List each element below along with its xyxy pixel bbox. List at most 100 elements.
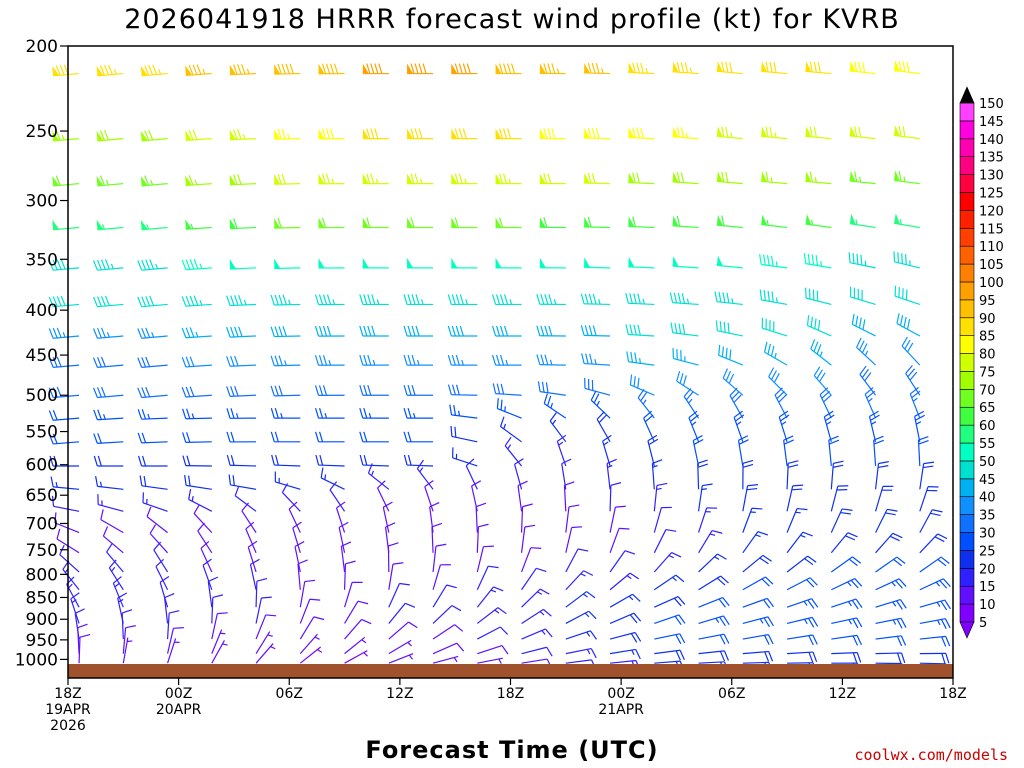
colorbar-label: 65 (979, 401, 996, 416)
wind-barb (761, 214, 788, 229)
barb-pennant (761, 61, 768, 72)
barb-flag (371, 294, 376, 305)
wind-barb (917, 435, 929, 467)
barb-flag (449, 404, 453, 415)
barb-staff (495, 392, 522, 396)
time-tick-label: 20APR (156, 702, 202, 718)
barb-pennant (407, 173, 414, 184)
barb-flag (304, 579, 316, 583)
barb-flag (141, 408, 147, 420)
barb-staff (97, 183, 124, 187)
barb-flag (675, 574, 685, 583)
barb-flag (230, 408, 235, 419)
wind-barb (565, 548, 589, 573)
barb-staff (786, 485, 794, 512)
barb-staff (521, 588, 541, 608)
barb-flag (502, 173, 508, 184)
barb-pennant (407, 63, 414, 74)
barb-flag (499, 294, 505, 305)
barb-flag (637, 293, 641, 304)
barb-flag (680, 172, 685, 183)
barb-staff (451, 435, 478, 443)
wind-barb (211, 594, 224, 624)
wind-barb (718, 344, 744, 366)
barb-flag (746, 487, 758, 491)
wind-barb (647, 434, 659, 467)
barb-staff (831, 617, 857, 625)
wind-barb (226, 326, 257, 338)
barb-flag (503, 294, 509, 305)
barb-flag (809, 171, 813, 183)
barb-flag (606, 458, 617, 465)
barb-staff (761, 135, 788, 140)
barb-pennant (318, 217, 325, 228)
barb-flag (493, 586, 504, 592)
barb-flag (188, 129, 194, 141)
colorbar-label: 145 (979, 115, 1004, 130)
wind-barb (314, 294, 345, 306)
barb-pennant (407, 257, 414, 268)
wind-barb (226, 294, 257, 307)
barb-flag (593, 393, 600, 404)
barb-flag (185, 295, 191, 307)
wind-barb (521, 588, 550, 608)
barb-flag (429, 502, 440, 508)
barb-flag (52, 387, 58, 398)
barb-flag (731, 391, 740, 400)
barb-staff (274, 303, 301, 306)
barb-half-flag (371, 470, 375, 476)
barb-flag (383, 501, 393, 508)
barb-staff (344, 600, 359, 624)
barb-flag (714, 291, 718, 302)
barb-flag (97, 433, 102, 444)
colorbar-label: 55 (979, 437, 996, 452)
barb-flag (940, 600, 948, 611)
barb-flag (807, 253, 811, 265)
wind-barb (698, 633, 730, 645)
barb-pennant (318, 128, 325, 139)
colorbar-label: 115 (979, 222, 1004, 237)
wind-barb (48, 356, 80, 368)
wind-barb (362, 217, 389, 229)
barb-flag (543, 217, 548, 228)
barb-flag (678, 614, 686, 624)
barb-staff (108, 567, 124, 591)
barb-half-flag (503, 423, 507, 430)
barb-flag (899, 315, 904, 326)
barb-pennant (628, 62, 635, 73)
barb-half-flag (328, 360, 332, 366)
wind-barb (338, 521, 349, 553)
barb-flag (261, 596, 272, 599)
wind-barb (697, 459, 708, 490)
barb-staff (742, 634, 769, 640)
wind-barb (447, 325, 478, 337)
barb-staff (919, 486, 929, 512)
barb-flag (403, 354, 408, 366)
barb-half-flag (509, 299, 513, 305)
barb-flag (918, 439, 929, 445)
barb-staff (787, 651, 814, 655)
wind-barb (875, 532, 903, 554)
barb-flag (722, 292, 726, 303)
barb-flag (506, 128, 512, 139)
barb-staff (894, 222, 920, 229)
wind-barb (197, 522, 213, 554)
wind-barb (367, 463, 390, 490)
barb-flag (568, 504, 580, 508)
barb-staff (476, 546, 485, 573)
barb-flag (514, 458, 524, 465)
time-tick-label: 00Z (165, 686, 192, 702)
barb-flag (232, 475, 235, 486)
barb-pennant (584, 216, 591, 228)
barb-flag (502, 63, 508, 74)
barb-flag (446, 584, 457, 589)
wind-barb (651, 459, 663, 490)
barb-half-flag (549, 359, 553, 366)
barb-half-flag (110, 263, 114, 269)
wind-barb (274, 63, 301, 75)
barb-staff (112, 582, 124, 608)
barb-pennant (849, 125, 856, 137)
barb-pennant (274, 174, 281, 185)
wind-barb (513, 458, 524, 490)
barb-half-flag (246, 68, 250, 75)
